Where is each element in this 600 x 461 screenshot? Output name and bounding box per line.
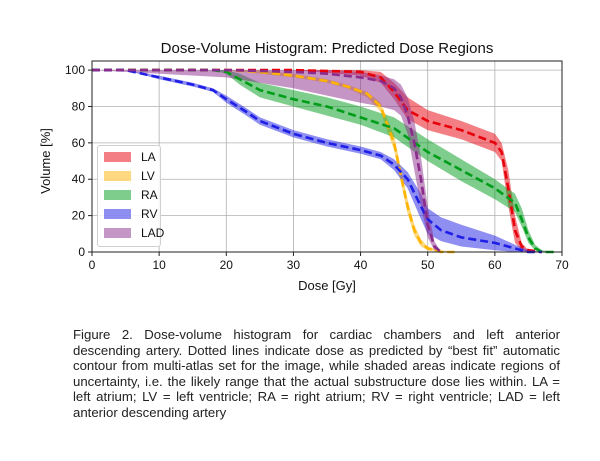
x-tick-label: 20 bbox=[220, 258, 234, 272]
legend-item-lad: LAD bbox=[104, 225, 164, 241]
legend-swatch bbox=[104, 171, 131, 181]
plot-frame bbox=[91, 60, 563, 253]
y-tick-label: 40 bbox=[72, 172, 86, 186]
x-tick-label: 70 bbox=[555, 258, 569, 272]
best-fit-line-lv bbox=[92, 68, 455, 254]
y-tick-label: 100 bbox=[65, 63, 85, 77]
legend-label: LV bbox=[141, 169, 155, 183]
figure-caption: Figure 2. Dose-volume histogram for card… bbox=[73, 327, 560, 420]
chart-legend: LA LV RA RV LAD bbox=[97, 145, 164, 247]
legend-item-ra: RA bbox=[104, 187, 158, 203]
x-axis-label: Dose [Gy] bbox=[298, 278, 356, 293]
y-tick-label: 20 bbox=[72, 209, 86, 223]
legend-swatch bbox=[104, 190, 131, 200]
band-la bbox=[92, 70, 542, 252]
dvh-chart: Dose-Volume Histogram: Predicted Dose Re… bbox=[38, 40, 569, 293]
uncertainty-bands bbox=[92, 70, 556, 252]
band-ra bbox=[92, 70, 556, 252]
chart-title: Dose-Volume Histogram: Predicted Dose Re… bbox=[161, 40, 494, 57]
best-fit-line-rv bbox=[92, 68, 542, 254]
x-tick-label: 40 bbox=[354, 258, 368, 272]
best-fit-line-la bbox=[92, 68, 543, 254]
x-tick-label: 10 bbox=[152, 258, 166, 272]
legend-swatch bbox=[104, 152, 131, 162]
y-tick-label: 80 bbox=[72, 99, 86, 113]
axis-ticks: 0 10 20 30 40 50 60 70 0 20 40 60 80 100 bbox=[65, 63, 569, 272]
legend-item-rv: RV bbox=[104, 206, 157, 222]
y-axis-label: Volume [%] bbox=[38, 128, 53, 194]
legend-label: RV bbox=[141, 207, 158, 221]
x-tick-label: 50 bbox=[421, 258, 435, 272]
legend-item-la: LA bbox=[104, 149, 156, 165]
legend-label: LAD bbox=[141, 226, 165, 240]
y-tick-label: 60 bbox=[72, 136, 86, 150]
legend-item-lv: LV bbox=[104, 168, 155, 184]
legend-swatch bbox=[104, 228, 131, 238]
x-tick-label: 0 bbox=[89, 258, 96, 272]
y-tick-label: 0 bbox=[78, 245, 85, 259]
legend-label: RA bbox=[141, 188, 158, 202]
band-lv bbox=[92, 70, 455, 252]
best-fit-line-ra bbox=[92, 68, 556, 254]
x-tick-label: 60 bbox=[488, 258, 502, 272]
legend-label: LA bbox=[141, 150, 156, 164]
legend-swatch bbox=[104, 209, 131, 219]
best-fit-lines bbox=[92, 68, 556, 254]
best-fit-line-lad bbox=[92, 68, 442, 254]
x-tick-label: 30 bbox=[287, 258, 301, 272]
